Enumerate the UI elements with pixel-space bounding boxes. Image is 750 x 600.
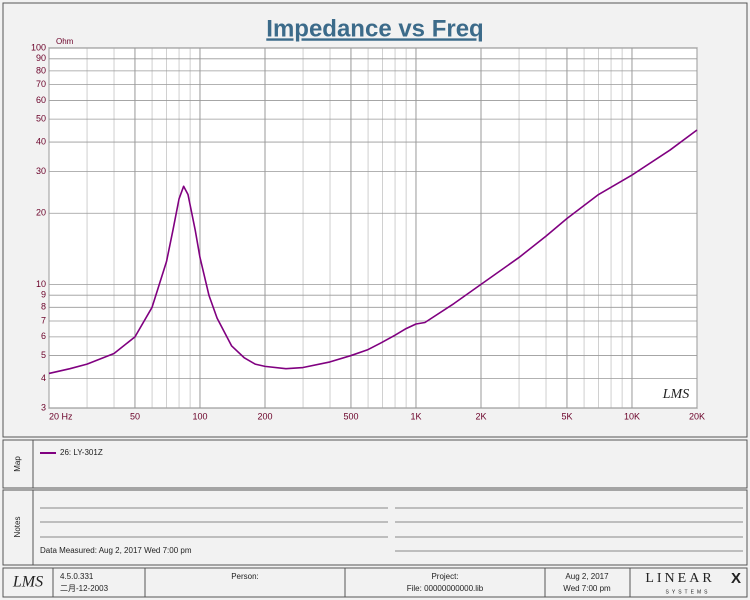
footer-logo: LMS — [12, 574, 43, 591]
y-tick-label: 9 — [41, 290, 46, 300]
x-tick-label: 500 — [343, 411, 358, 421]
y-tick-label: 40 — [36, 136, 46, 146]
y-tick-label: 90 — [36, 53, 46, 63]
x-tick-label: 2K — [475, 411, 486, 421]
y-tick-label: 20 — [36, 208, 46, 218]
brand: LINEAR — [645, 571, 714, 586]
y-tick-label: 70 — [36, 79, 46, 89]
measured-note: Data Measured: Aug 2, 2017 Wed 7:00 pm — [40, 546, 192, 555]
y-tick-label: 7 — [41, 315, 46, 325]
project: Project: — [431, 572, 458, 581]
footer — [2, 567, 748, 598]
date: Aug 2, 2017 — [565, 572, 609, 581]
build-date: 二月-12-2003 — [60, 584, 109, 593]
time: Wed 7:00 pm — [563, 584, 611, 593]
y-tick-label: 5 — [41, 350, 46, 360]
file: File: 00000000000.lib — [407, 584, 484, 593]
panel-label: Notes — [13, 517, 22, 538]
x-tick-label: 10K — [624, 411, 640, 421]
x-tick-label: 1K — [410, 411, 421, 421]
brand-sub: SYSTEMS — [666, 589, 711, 595]
x-tick-label: 5K — [561, 411, 572, 421]
version: 4.5.0.331 — [60, 572, 94, 581]
chart-frame — [2, 2, 748, 438]
y-axis-label: Ohm — [56, 37, 74, 46]
y-tick-label: 4 — [41, 373, 46, 383]
y-tick-label: 30 — [36, 166, 46, 176]
y-tick-label: 10 — [36, 279, 46, 289]
y-tick-label: 3 — [41, 402, 46, 412]
chart-title: Impedance vs Freq — [266, 15, 483, 42]
x-tick-label: 20K — [689, 411, 705, 421]
y-tick-label: 50 — [36, 114, 46, 124]
y-tick-label: 6 — [41, 331, 46, 341]
brand-mark: X — [731, 570, 741, 587]
watermark: LMS — [662, 387, 689, 402]
x-tick-label: 100 — [192, 411, 207, 421]
y-tick-label: 100 — [31, 42, 46, 52]
note-lines — [40, 507, 743, 552]
map-panel — [2, 439, 748, 489]
series-line — [48, 129, 698, 375]
x-tick-label: 50 — [130, 411, 140, 421]
y-tick-label: 80 — [36, 65, 46, 75]
y-tick-label: 8 — [41, 302, 46, 312]
y-tick-label: 60 — [36, 95, 46, 105]
legend-entry: 26: LY-301Z — [60, 448, 103, 457]
person: Person: — [231, 572, 259, 581]
notes-panel — [2, 489, 748, 566]
x-tick-label: 20 Hz — [49, 411, 73, 421]
panel-label: Map — [13, 456, 22, 472]
plot-area — [48, 47, 698, 409]
plot: 20 Hz 50 100 200 500 1K 2K 5K 10K 20K 3 4 5 6 7 8 910 20 3… — [31, 42, 705, 421]
x-tick-label: 200 — [257, 411, 272, 421]
